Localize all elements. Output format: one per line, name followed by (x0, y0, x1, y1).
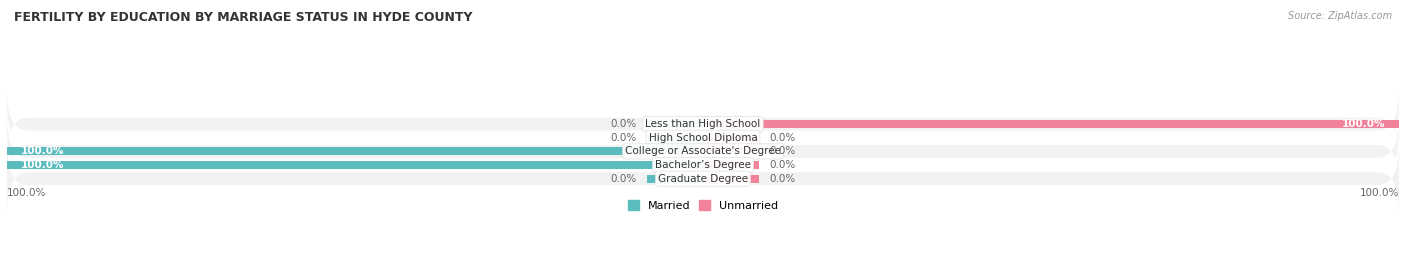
Text: High School Diploma: High School Diploma (648, 133, 758, 143)
FancyBboxPatch shape (7, 117, 1399, 186)
Text: 100.0%: 100.0% (21, 160, 65, 170)
Text: 0.0%: 0.0% (769, 133, 796, 143)
Bar (703, 147, 759, 155)
Text: FERTILITY BY EDUCATION BY MARRIAGE STATUS IN HYDE COUNTY: FERTILITY BY EDUCATION BY MARRIAGE STATU… (14, 11, 472, 24)
Text: 100.0%: 100.0% (21, 146, 65, 156)
Text: Less than High School: Less than High School (645, 119, 761, 129)
Text: 0.0%: 0.0% (610, 133, 637, 143)
Text: 0.0%: 0.0% (610, 174, 637, 184)
Bar (703, 161, 759, 169)
Text: 0.0%: 0.0% (769, 174, 796, 184)
Text: 0.0%: 0.0% (769, 146, 796, 156)
Text: 100.0%: 100.0% (1360, 189, 1399, 199)
FancyBboxPatch shape (7, 103, 1399, 172)
Text: College or Associate's Degree: College or Associate's Degree (626, 146, 780, 156)
Text: 0.0%: 0.0% (769, 160, 796, 170)
Bar (7, 147, 703, 155)
Text: 0.0%: 0.0% (610, 119, 637, 129)
Bar (703, 134, 759, 142)
Bar (647, 134, 703, 142)
FancyBboxPatch shape (7, 90, 1399, 159)
Bar (7, 161, 703, 169)
FancyBboxPatch shape (7, 130, 1399, 200)
Text: 100.0%: 100.0% (1341, 119, 1385, 129)
FancyBboxPatch shape (7, 144, 1399, 213)
Text: Bachelor’s Degree: Bachelor’s Degree (655, 160, 751, 170)
Bar (647, 175, 703, 183)
Bar (703, 120, 1399, 128)
Text: Graduate Degree: Graduate Degree (658, 174, 748, 184)
Bar (647, 120, 703, 128)
Bar (703, 175, 759, 183)
Text: 100.0%: 100.0% (7, 189, 46, 199)
Text: Source: ZipAtlas.com: Source: ZipAtlas.com (1288, 11, 1392, 21)
Legend: Married, Unmarried: Married, Unmarried (627, 200, 779, 211)
